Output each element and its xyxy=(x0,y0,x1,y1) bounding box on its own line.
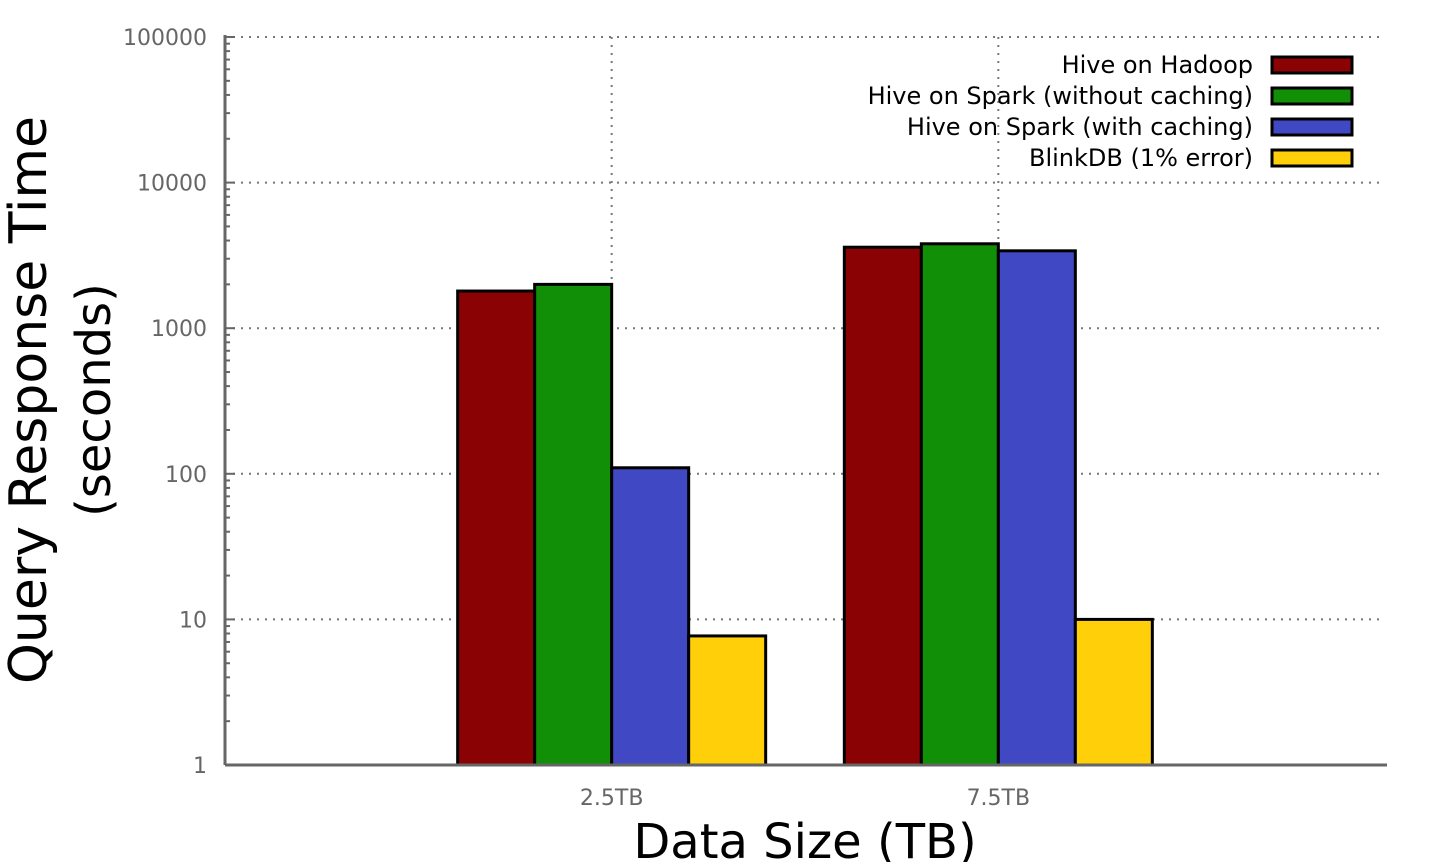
legend-swatch xyxy=(1270,148,1354,168)
grid-lines xyxy=(225,36,1385,765)
bar-1-0 xyxy=(533,282,614,767)
x-axis-label: Data Size (TB) xyxy=(633,814,976,862)
bar-0-0 xyxy=(456,289,537,767)
legend: Hive on Hadoop Hive on Spark (without cac… xyxy=(868,51,1354,172)
bar-2-1 xyxy=(996,249,1077,767)
y-tick-labels: 1 10 100 1000 10000 100000 xyxy=(123,26,207,779)
bar-3-1 xyxy=(1073,617,1154,767)
legend-label: Hive on Hadoop xyxy=(1062,51,1253,79)
legend-swatch xyxy=(1270,55,1354,75)
y-tick-label: 1000 xyxy=(151,317,207,342)
y-tick-label: 10000 xyxy=(137,172,207,197)
y-tick-label: 10 xyxy=(179,608,207,633)
y-axis-label-line-2: (seconds) xyxy=(66,283,122,517)
axes xyxy=(223,35,1387,767)
legend-label: Hive on Spark (with caching) xyxy=(907,113,1253,141)
legend-label: BlinkDB (1% error) xyxy=(1029,144,1253,172)
x-tick-label: 2.5TB xyxy=(580,786,644,811)
bar-2-0 xyxy=(610,466,691,767)
x-tick-label: 7.5TB xyxy=(967,786,1031,811)
y-axis-label: Query Response Time (seconds) xyxy=(0,116,122,684)
bars xyxy=(456,242,1154,767)
y-tick-label: 100000 xyxy=(123,26,207,51)
y-tick-label: 1 xyxy=(193,754,207,779)
bar-0-1 xyxy=(842,245,923,767)
bar-3-0 xyxy=(687,634,768,767)
x-tick-labels: 2.5TB 7.5TB xyxy=(580,786,1030,811)
bar-1-1 xyxy=(919,242,1000,767)
y-tick-label: 100 xyxy=(165,463,207,488)
legend-label: Hive on Spark (without caching) xyxy=(868,82,1253,110)
legend-swatch xyxy=(1270,86,1354,106)
legend-swatch xyxy=(1270,117,1354,137)
y-axis-label-line-1: Query Response Time xyxy=(0,116,59,684)
